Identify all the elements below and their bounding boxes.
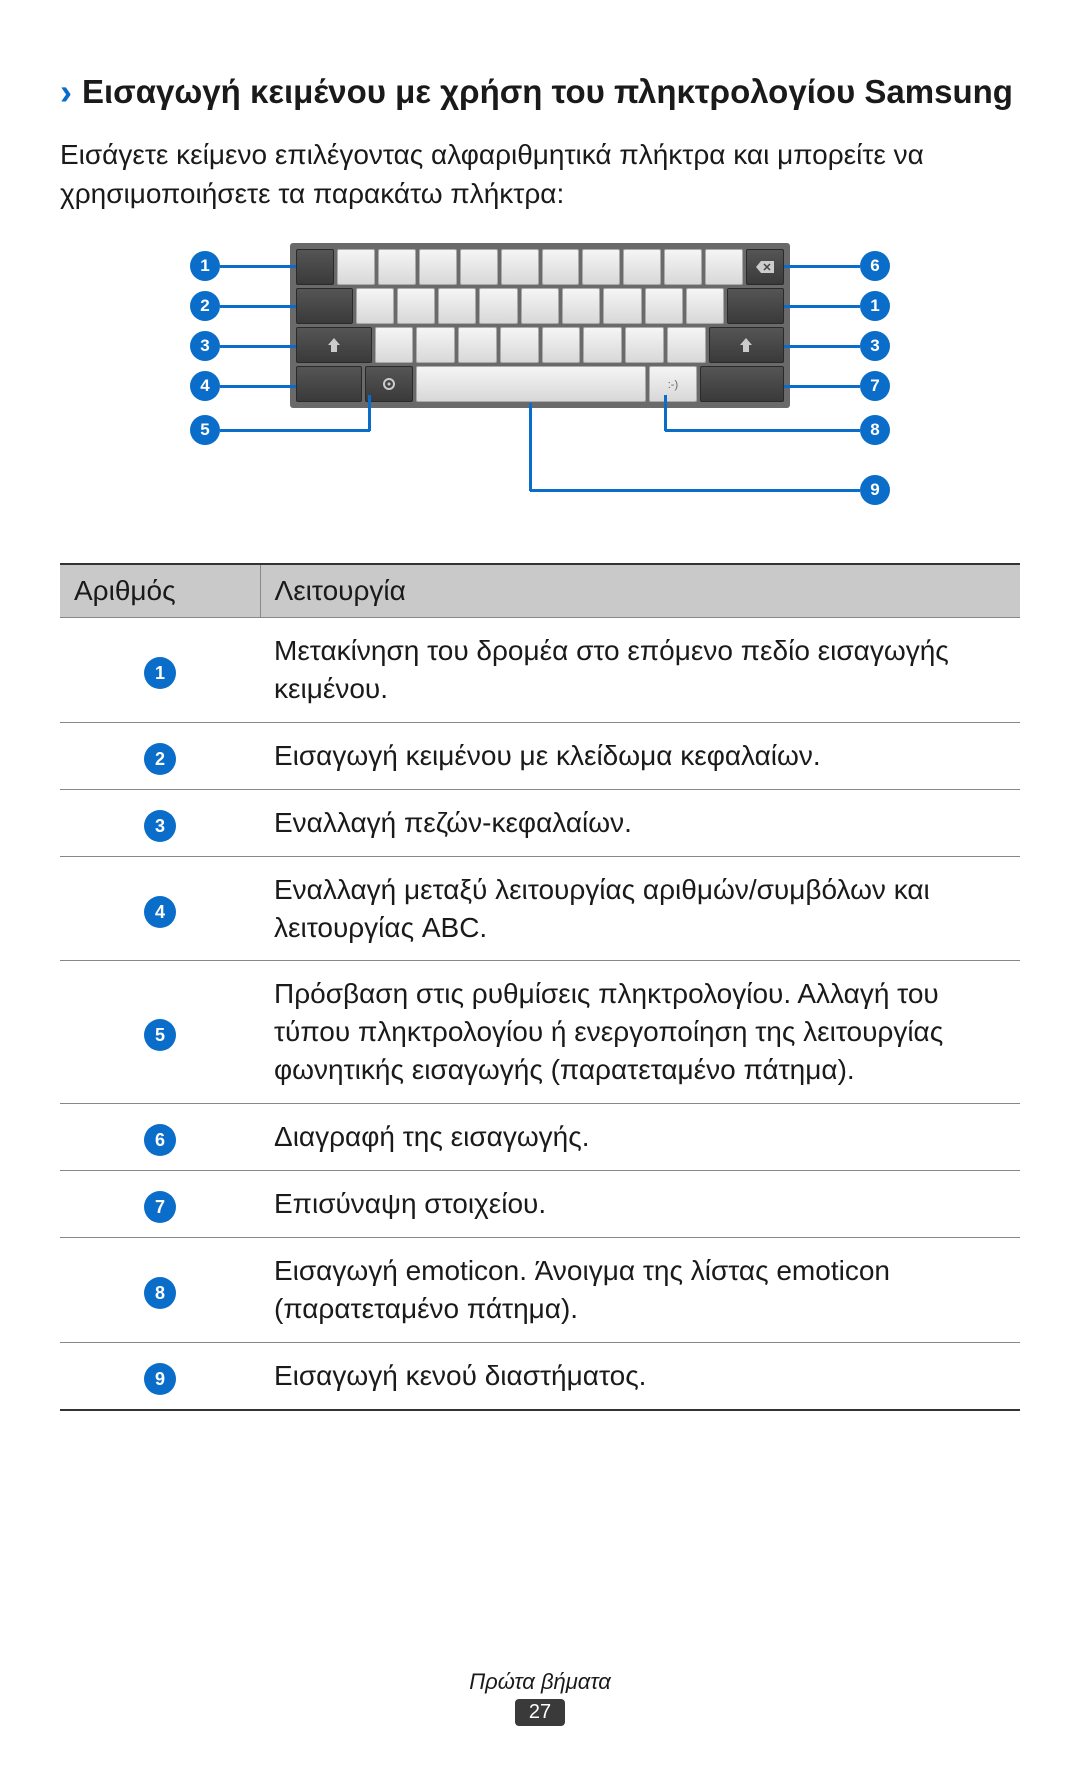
table-cell-function: Εισαγωγή emoticon. Άνοιγμα της λίστας em… xyxy=(260,1238,1020,1343)
table-cell-function: Εισαγωγή κενού διαστήματος. xyxy=(260,1342,1020,1410)
table-cell-function: Εισαγωγή κειμένου με κλείδωμα κεφαλαίων. xyxy=(260,722,1020,789)
key-mode-abc xyxy=(296,366,362,402)
table-cell-function: Εναλλαγή μεταξύ λειτουργίας αριθμών/συμβ… xyxy=(260,856,1020,961)
table-row: 3 Εναλλαγή πεζών-κεφαλαίων. xyxy=(60,789,1020,856)
number-badge: 7 xyxy=(144,1191,176,1223)
key-shift-right xyxy=(709,327,785,363)
page-number: 27 xyxy=(515,1699,565,1726)
callout-badge-3-left: 3 xyxy=(190,331,220,361)
table-row: 9 Εισαγωγή κενού διαστήματος. xyxy=(60,1342,1020,1410)
table-cell-number: 9 xyxy=(60,1342,260,1410)
number-badge: 5 xyxy=(144,1019,176,1051)
callout-badge-9-right: 9 xyxy=(860,475,890,505)
number-badge: 9 xyxy=(144,1363,176,1395)
heading-text: Εισαγωγή κειμένου με χρήση του πληκτρολο… xyxy=(82,70,1013,115)
footer-section-title: Πρώτα βήματα xyxy=(0,1669,1080,1695)
callout-badge-6-right: 6 xyxy=(860,251,890,281)
table-row: 4 Εναλλαγή μεταξύ λειτουργίας αριθμών/συμ… xyxy=(60,856,1020,961)
callout-badge-2-left: 2 xyxy=(190,291,220,321)
number-badge: 3 xyxy=(144,810,176,842)
table-row: 6 Διαγραφή της εισαγωγής. xyxy=(60,1103,1020,1170)
number-badge: 2 xyxy=(144,743,176,775)
table-row: 7 Επισύναψη στοιχείου. xyxy=(60,1170,1020,1237)
section-heading: › Εισαγωγή κειμένου με χρήση του πληκτρο… xyxy=(60,70,1020,115)
keyboard-graphic: :-) xyxy=(290,243,790,408)
table-row: 2 Εισαγωγή κειμένου με κλείδωμα κεφαλαίων… xyxy=(60,722,1020,789)
key-emoticon: :-) xyxy=(649,366,697,402)
table-cell-number: 1 xyxy=(60,617,260,722)
shift-icon xyxy=(328,338,340,352)
table-cell-function: Διαγραφή της εισαγωγής. xyxy=(260,1103,1020,1170)
key-capslock xyxy=(296,288,353,324)
table-cell-function: Επισύναψη στοιχείου. xyxy=(260,1170,1020,1237)
page-footer: Πρώτα βήματα 27 xyxy=(0,1669,1080,1726)
table-cell-number: 6 xyxy=(60,1103,260,1170)
table-row: 1 Μετακίνηση του δρομέα στο επόμενο πεδίο… xyxy=(60,617,1020,722)
table-cell-number: 7 xyxy=(60,1170,260,1237)
callout-badge-7-right: 7 xyxy=(860,371,890,401)
number-badge: 4 xyxy=(144,896,176,928)
backspace-icon xyxy=(756,261,774,273)
gear-icon xyxy=(382,377,396,391)
callout-badge-3-right: 3 xyxy=(860,331,890,361)
table-cell-number: 4 xyxy=(60,856,260,961)
keyboard-diagram: 1 2 3 4 5 6 1 3 7 8 9 xyxy=(190,243,890,523)
intro-paragraph: Εισάγετε κείμενο επιλέγοντας αλφαριθμητι… xyxy=(60,135,1020,213)
key-space xyxy=(416,366,646,402)
key-attach xyxy=(700,366,784,402)
key-tab-right xyxy=(727,288,784,324)
table-cell-function: Εναλλαγή πεζών-κεφαλαίων. xyxy=(260,789,1020,856)
callout-badge-4-left: 4 xyxy=(190,371,220,401)
key-tab xyxy=(296,249,334,285)
chevron-icon: › xyxy=(60,70,72,113)
key-backspace xyxy=(746,249,784,285)
number-badge: 6 xyxy=(144,1124,176,1156)
number-badge: 8 xyxy=(144,1277,176,1309)
table-cell-number: 8 xyxy=(60,1238,260,1343)
number-badge: 1 xyxy=(144,657,176,689)
table-header-function: Λειτουργία xyxy=(260,564,1020,618)
callout-badge-5-left: 5 xyxy=(190,415,220,445)
shift-icon xyxy=(740,338,752,352)
key-shift-left xyxy=(296,327,372,363)
table-cell-function: Πρόσβαση στις ρυθμίσεις πληκτρολογίου. Α… xyxy=(260,961,1020,1103)
table-row: 5 Πρόσβαση στις ρυθμίσεις πληκτρολογίου. … xyxy=(60,961,1020,1103)
table-cell-number: 3 xyxy=(60,789,260,856)
function-table: Αριθμός Λειτουργία 1 Μετακίνηση του δρομέ… xyxy=(60,563,1020,1411)
callout-badge-8-right: 8 xyxy=(860,415,890,445)
table-cell-function: Μετακίνηση του δρομέα στο επόμενο πεδίο … xyxy=(260,617,1020,722)
table-header-number: Αριθμός xyxy=(60,564,260,618)
table-cell-number: 5 xyxy=(60,961,260,1103)
callout-badge-1-right: 1 xyxy=(860,291,890,321)
table-row: 8 Εισαγωγή emoticon. Άνοιγμα της λίστας e… xyxy=(60,1238,1020,1343)
key-settings xyxy=(365,366,413,402)
table-cell-number: 2 xyxy=(60,722,260,789)
callout-badge-1-left: 1 xyxy=(190,251,220,281)
